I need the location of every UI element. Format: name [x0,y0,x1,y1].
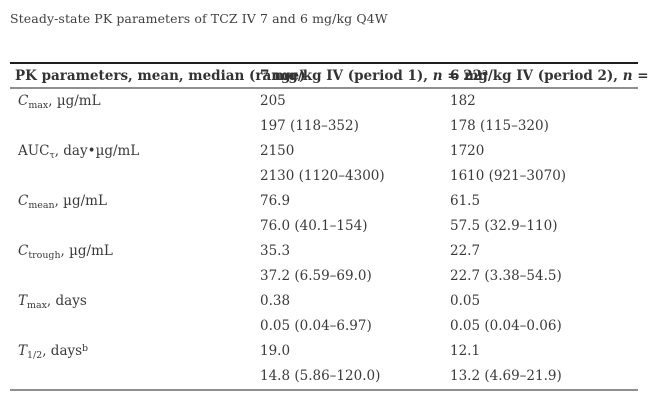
param-label: Tmax, days [18,293,87,311]
mean-value: 205 [260,93,286,109]
mean-value: 2150 [260,143,295,159]
value-7mgkg: 0.38 0.05 (0.04–6.97) [260,289,450,339]
median-range-value: 13.2 (4.69–21.9) [450,368,562,384]
mean-value: 182 [450,93,476,109]
median-range-value: 1610 (921–3070) [450,168,567,184]
header-6mgkg-column: 6 mg/kg IV (period 2), n = 22 [450,67,648,84]
footnote-marker-b: b [82,342,89,354]
median-range-value: 22.7 (3.38–54.5) [450,268,562,284]
median-range-value: 197 (118–352) [260,118,359,134]
value-6mgkg: 0.05 0.05 (0.04–0.06) [450,289,638,339]
mean-value: 76.9 [260,193,291,209]
mean-value: 35.3 [260,243,291,259]
header-parameters-column: PK parameters, mean, median (range) [15,67,306,84]
value-7mgkg: 76.9 76.0 (40.1–154) [260,189,450,239]
median-range-value: 57.5 (32.9–110) [450,218,558,234]
median-range-value: 0.05 (0.04–0.06) [450,318,562,334]
median-range-value: 76.0 (40.1–154) [260,218,368,234]
value-7mgkg: 2150 2130 (1120–4300) [260,139,450,189]
value-6mgkg: 61.5 57.5 (32.9–110) [450,189,638,239]
table-caption: Steady-state PK parameters of TCZ IV 7 a… [10,11,388,26]
footnote-marker-a: a [482,67,489,79]
value-7mgkg: 19.0 14.8 (5.86–120.0) [260,339,450,389]
median-range-value: 178 (115–320) [450,118,549,134]
value-6mgkg: 22.7 22.7 (3.38–54.5) [450,239,638,289]
article-page: Steady-state PK parameters of TCZ IV 7 a… [10,11,648,391]
n-variable: n [432,67,443,84]
value-7mgkg: 35.3 37.2 (6.59–69.0) [260,239,450,289]
median-range-value: 14.8 (5.86–120.0) [260,368,381,384]
table-row-auc: AUCτ, day•µg/mL 2150 2130 (1120–4300) 17… [10,139,638,189]
table-header-row: PK parameters, mean, median (range) 7 mg… [10,62,648,89]
mean-value: 0.05 [450,293,481,309]
header-7mgkg-column: 7 mg/kg IV (period 1), n = 22a [260,67,489,84]
value-6mgkg: 12.1 13.2 (4.69–21.9) [450,339,638,389]
value-6mgkg: 182 178 (115–320) [450,89,638,139]
table-row-tmax: Tmax, days 0.38 0.05 (0.04–6.97) 0.05 0.… [10,289,638,339]
mean-value: 1720 [450,143,485,159]
table-body: Cmax, µg/mL 205 197 (118–352) 182 178 (1… [10,89,638,391]
param-label: AUCτ, day•µg/mL [18,143,140,161]
param-label: Ctrough, µg/mL [18,243,113,261]
table-row-ctrough: Ctrough, µg/mL 35.3 37.2 (6.59–69.0) 22.… [10,239,638,289]
median-range-value: 2130 (1120–4300) [260,168,385,184]
median-range-value: 0.05 (0.04–6.97) [260,318,372,334]
param-label: T1/2, daysb [18,342,89,361]
param-label: Cmean, µg/mL [18,193,107,211]
mean-value: 19.0 [260,343,291,359]
value-7mgkg: 205 197 (118–352) [260,89,450,139]
table-row-thalf: T1/2, daysb 19.0 14.8 (5.86–120.0) 12.1 … [10,339,638,389]
median-range-value: 37.2 (6.59–69.0) [260,268,372,284]
value-6mgkg: 1720 1610 (921–3070) [450,139,638,189]
mean-value: 12.1 [450,343,481,359]
pk-parameters-table: PK parameters, mean, median (range) 7 mg… [10,62,648,391]
mean-value: 61.5 [450,193,481,209]
mean-value: 0.38 [260,293,291,309]
n-variable: n [622,67,633,84]
table-row-cmax: Cmax, µg/mL 205 197 (118–352) 182 178 (1… [10,89,638,139]
table-row-cmean: Cmean, µg/mL 76.9 76.0 (40.1–154) 61.5 5… [10,189,638,239]
param-label: Cmax, µg/mL [18,93,101,111]
mean-value: 22.7 [450,243,481,259]
